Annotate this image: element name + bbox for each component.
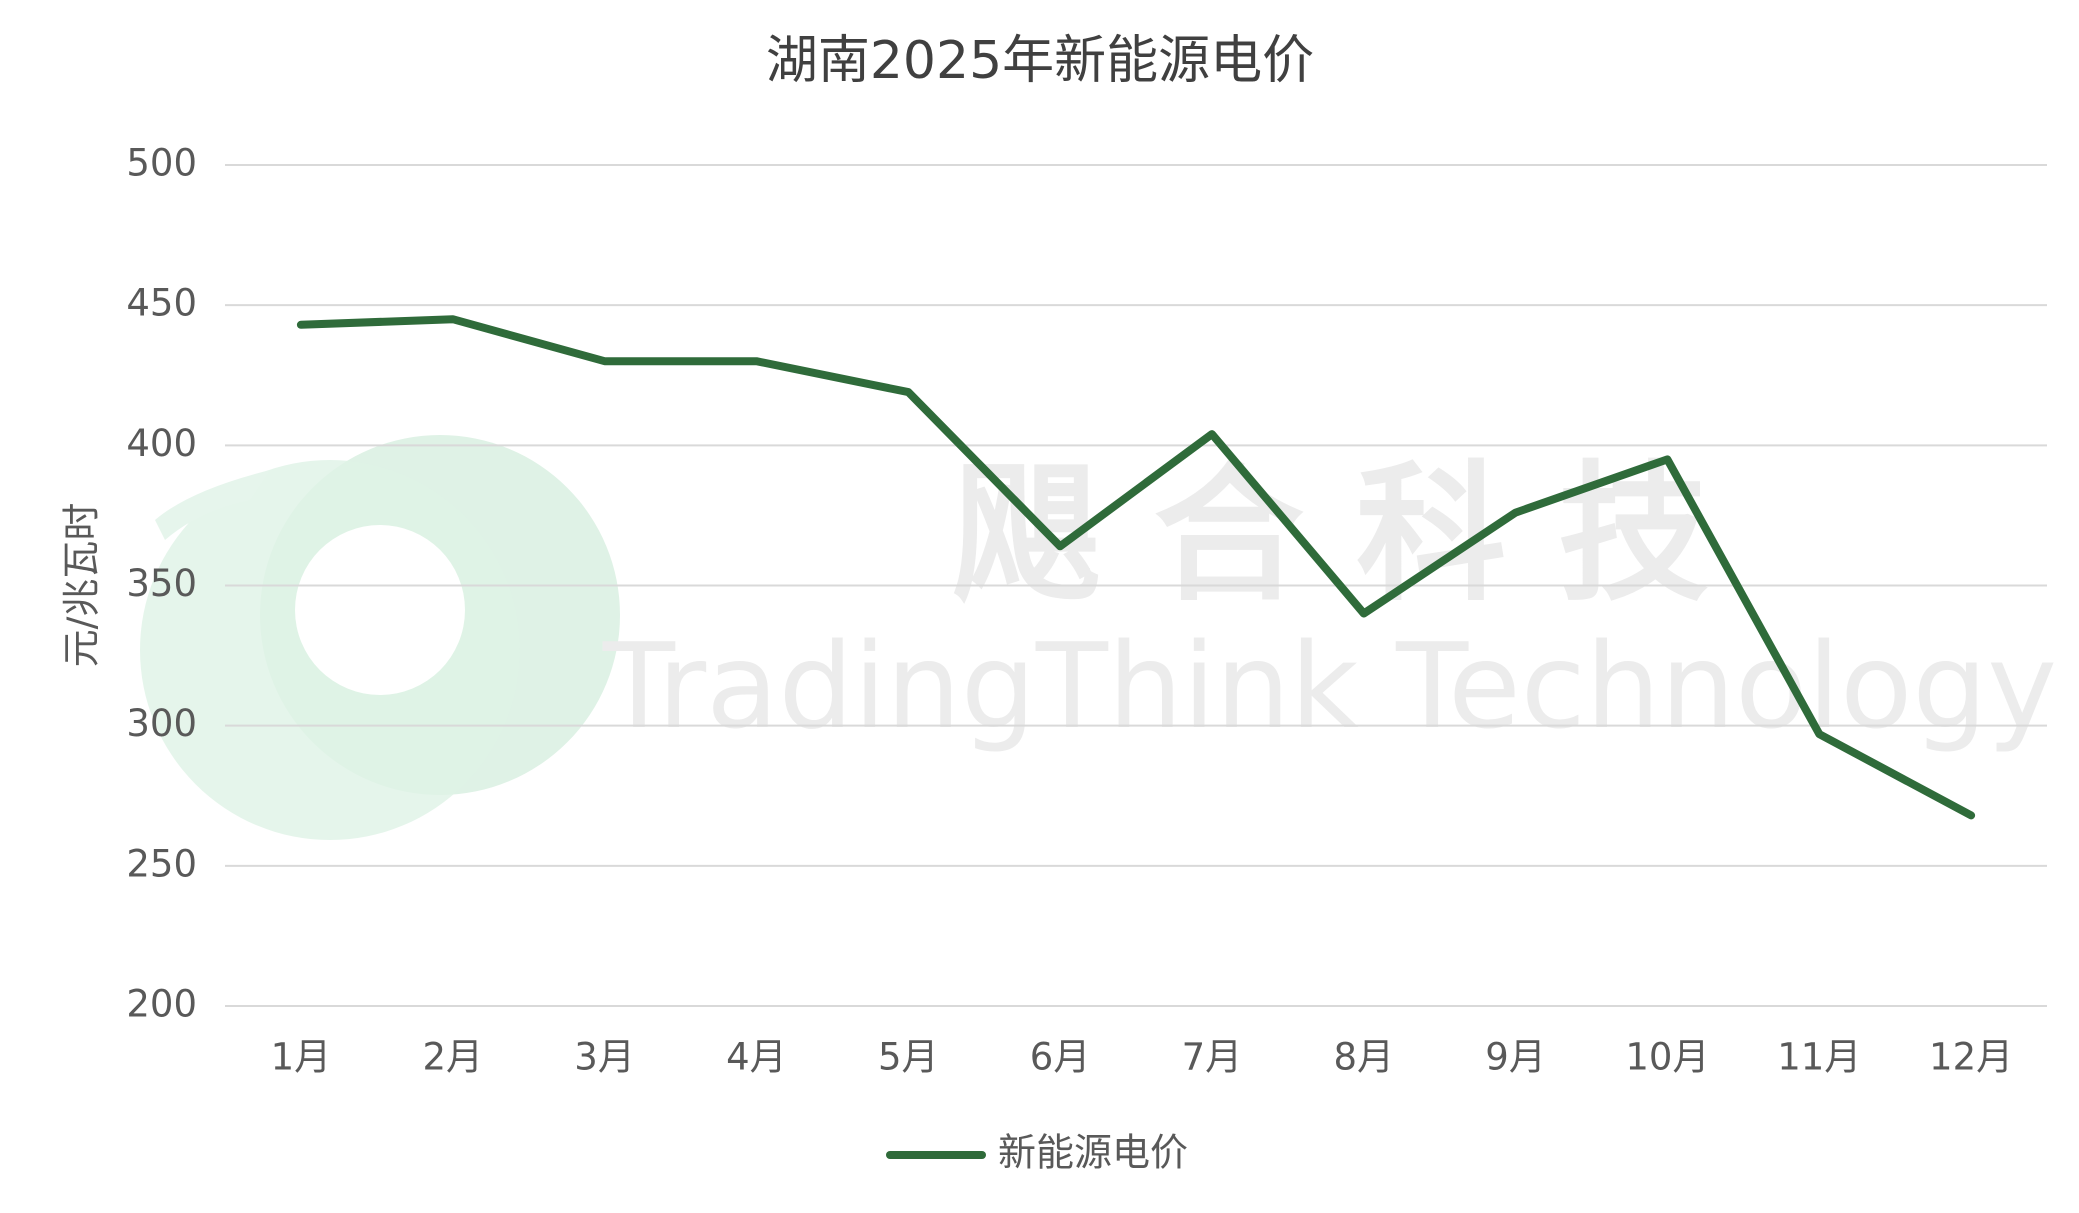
data-line [296, 315, 1976, 820]
y-tick-label: 350 [126, 562, 197, 605]
x-tick-label: 1月 [271, 1036, 332, 1079]
x-tick-label: 9月 [1485, 1036, 1546, 1079]
x-tick-label: 6月 [1030, 1036, 1091, 1079]
y-tick-label: 300 [126, 702, 197, 745]
y-axis-label: 元/兆瓦时 [60, 503, 104, 668]
y-tick-label: 450 [126, 282, 197, 325]
watermark-logo [140, 435, 620, 840]
x-tick-label: 3月 [574, 1036, 635, 1079]
x-tick-label: 12月 [1929, 1036, 2013, 1079]
x-tick-label: 11月 [1777, 1036, 1861, 1079]
x-tick-label: 5月 [878, 1036, 939, 1079]
x-tick-label: 4月 [726, 1036, 787, 1079]
x-tick-label: 10月 [1625, 1036, 1709, 1079]
y-tick-label: 500 [126, 142, 197, 185]
legend-label: 新能源电价 [998, 1131, 1188, 1175]
x-tick-label: 8月 [1333, 1036, 1394, 1079]
chart-title: 湖南2025年新能源电价 [766, 31, 1314, 91]
x-tick-label: 7月 [1182, 1036, 1243, 1079]
plot-area: 200 250 300 350 400 450 500 1月 2月 3月 4月 5月 6月 7月 8月 9月 1… [126, 142, 2047, 1175]
x-tick-label: 2月 [422, 1036, 483, 1079]
watermark-cn: 飓 合 科 技 [952, 448, 1709, 622]
watermark-en: TradingThink Technology [602, 617, 2057, 755]
y-tick-label: 250 [126, 842, 197, 885]
y-tick-label: 200 [126, 983, 197, 1026]
y-tick-label: 400 [126, 422, 197, 465]
